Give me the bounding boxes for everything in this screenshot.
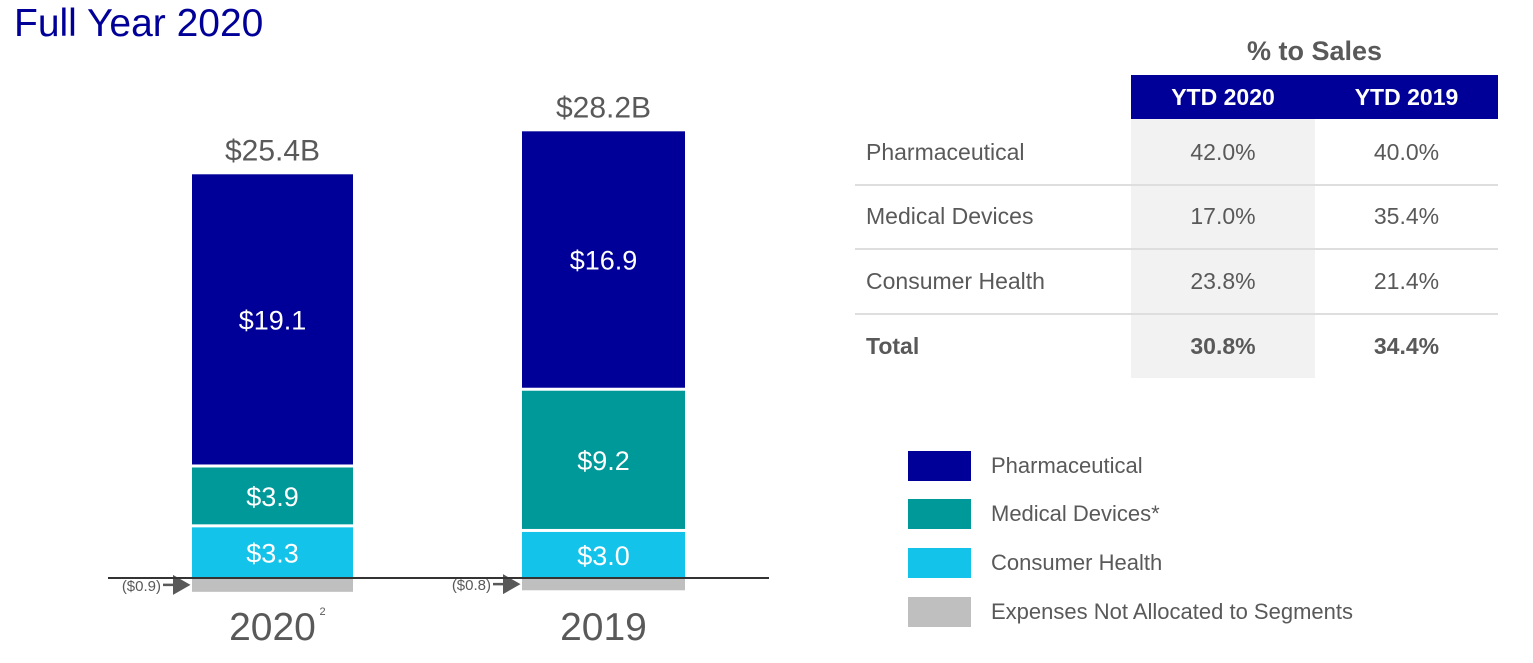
legend-item-consumer-health: Consumer Health	[908, 548, 1162, 578]
bar-total-label: $28.2B	[556, 91, 651, 124]
legend-item-expenses: Expenses Not Allocated to Segments	[908, 597, 1353, 627]
bar-segment-medical-devices	[192, 467, 353, 525]
bar-label-expenses: ($0.9)	[122, 578, 161, 595]
table-header-ytd-2020: YTD 2020	[1131, 75, 1315, 119]
bar-label-consumer-health: $3.3	[246, 539, 299, 569]
cell-ytd-2020: 30.8%	[1190, 332, 1256, 359]
bar-segment-consumer-health	[522, 531, 685, 578]
row-label: Consumer Health	[866, 267, 1045, 294]
cell-ytd-2019: 35.4%	[1373, 202, 1440, 229]
bar-segment-pharmaceutical	[192, 174, 353, 465]
row-label: Medical Devices	[866, 202, 1034, 229]
row-label: Total	[866, 332, 920, 359]
table-row: Pharmaceutical 42.0% 40.0%	[855, 120, 1498, 186]
bar-segment-medical-devices	[522, 390, 685, 529]
cell-ytd-2020: 17.0%	[1190, 202, 1256, 229]
legend-label: Expenses Not Allocated to Segments	[991, 599, 1353, 624]
x-tick-label: 2019	[560, 606, 647, 649]
legend-swatch	[908, 548, 971, 578]
bar-segment-pharmaceutical	[522, 131, 685, 388]
cell-ytd-2020: 23.8%	[1190, 267, 1256, 294]
bar-label-pharmaceutical: $16.9	[570, 246, 638, 276]
table-row-total: Total 30.8% 34.4%	[855, 314, 1498, 378]
cell-ytd-2019: 21.4%	[1373, 267, 1440, 294]
stacked-bar-chart: ($0.9) $3.3 $3.9 $19.1 $25.4B 2020 2 ($0.8) $3.0…	[108, 91, 769, 649]
bar-label-pharmaceutical: $19.1	[239, 305, 307, 335]
legend-label: Medical Devices*	[991, 501, 1160, 526]
bar-label-medical-devices: $3.9	[246, 482, 299, 512]
legend-swatch	[908, 597, 971, 627]
bar-label-consumer-health: $3.0	[577, 541, 630, 571]
cell-ytd-2020: 42.0%	[1190, 138, 1256, 165]
legend-swatch	[908, 451, 971, 481]
legend-swatch	[908, 499, 971, 529]
legend-item-medical-devices: Medical Devices*	[908, 499, 1160, 529]
legend-label: Consumer Health	[991, 550, 1163, 575]
bar-segment-consumer-health	[192, 527, 353, 578]
bar-label-expenses: ($0.8)	[452, 577, 491, 594]
legend-label: Pharmaceutical	[991, 453, 1143, 478]
table-row: Medical Devices 17.0% 35.4%	[855, 184, 1498, 250]
row-label: Pharmaceutical	[866, 138, 1025, 165]
table-header-ytd-2019: YTD 2019	[1315, 75, 1498, 119]
bar-label-medical-devices: $9.2	[577, 446, 630, 476]
page-title: Full Year 2020	[14, 2, 264, 45]
footnote-marker: 2	[319, 606, 325, 618]
x-tick-label: 2020	[229, 606, 316, 649]
bar-segment-expenses	[192, 578, 353, 592]
bar-total-label: $25.4B	[225, 134, 320, 167]
cell-ytd-2019: 40.0%	[1373, 138, 1440, 165]
table-row: Consumer Health 23.8% 21.4%	[855, 249, 1498, 315]
legend-item-pharmaceutical: Pharmaceutical	[908, 451, 1143, 481]
table-caption: % to Sales	[1246, 36, 1383, 66]
cell-ytd-2019: 34.4%	[1373, 332, 1440, 359]
bar-segment-expenses	[522, 578, 685, 591]
